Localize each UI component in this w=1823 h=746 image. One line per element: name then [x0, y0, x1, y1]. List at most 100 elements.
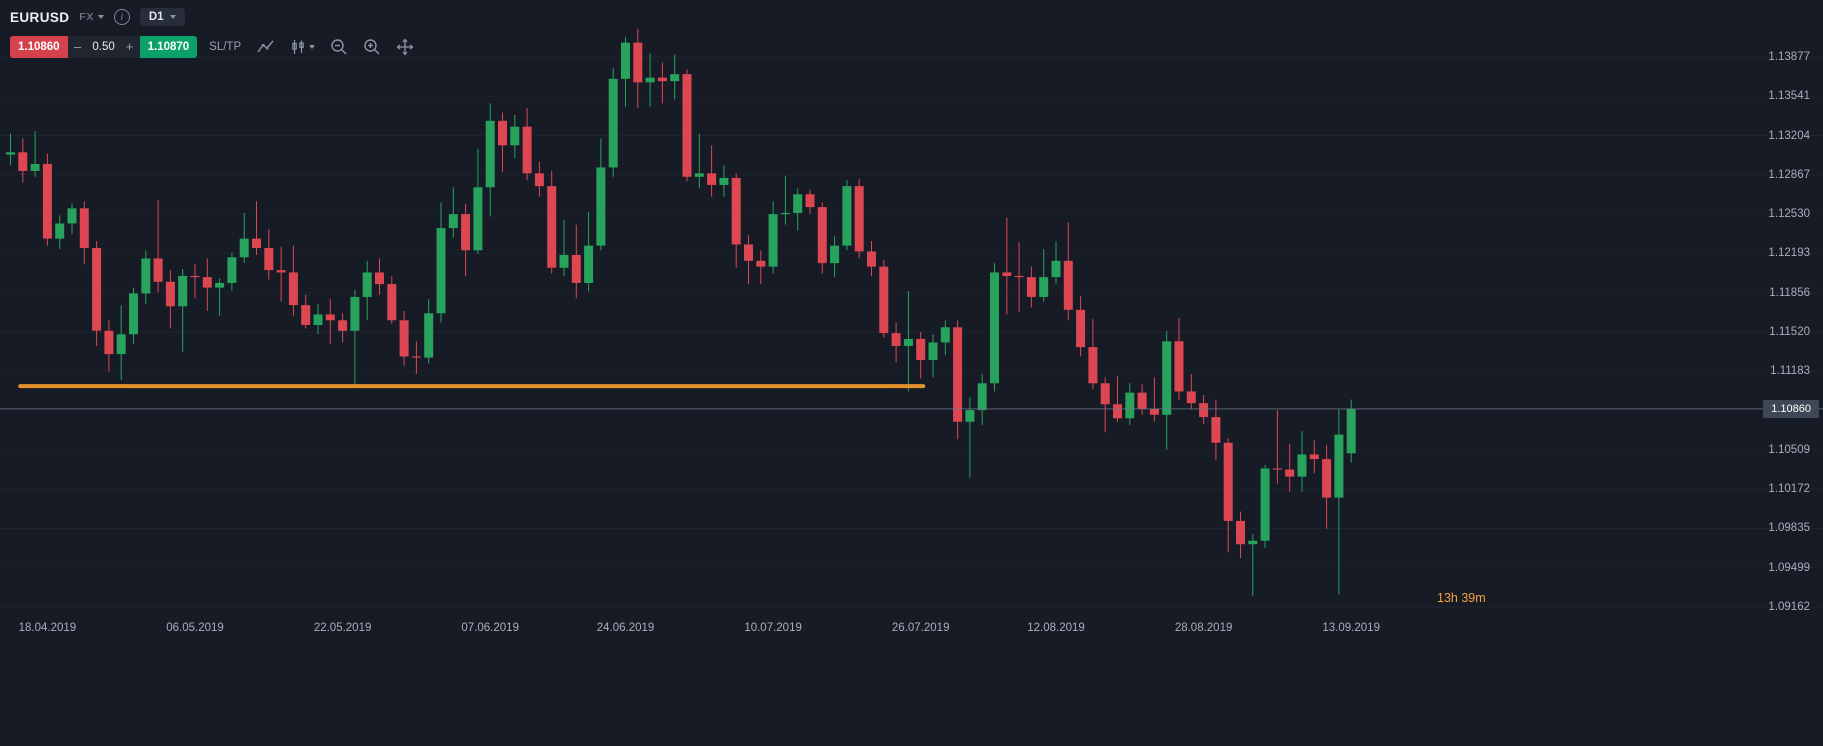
candle-body	[288, 272, 298, 306]
volume-value[interactable]: 0.50	[92, 41, 115, 53]
chevron-down-icon	[309, 45, 316, 49]
candle-body	[879, 266, 889, 334]
candle-body	[756, 260, 766, 267]
candle-body	[30, 163, 40, 171]
candle-body	[1211, 417, 1221, 443]
candle-body	[1113, 404, 1122, 419]
candle-body	[990, 272, 999, 384]
candle-body	[903, 338, 913, 346]
price-axis-label: 1.09499	[1768, 561, 1810, 574]
candle-body	[338, 320, 348, 331]
candle-body	[387, 284, 397, 321]
candle-body	[1223, 442, 1233, 521]
pan-tool-button[interactable]	[396, 38, 414, 56]
candle-countdown: 13h 39m	[1437, 591, 1486, 605]
volume-stepper: – 0.50 +	[67, 36, 140, 58]
price-axis-label: 1.12193	[1768, 247, 1810, 260]
candle-body	[1149, 408, 1159, 415]
candle-body	[399, 320, 409, 357]
volume-increase-button[interactable]: +	[125, 39, 134, 54]
candle-body	[965, 410, 975, 422]
candle-body	[534, 173, 544, 187]
zoom-out-button[interactable]	[330, 38, 348, 56]
zoom-in-button[interactable]	[363, 38, 381, 56]
candle-body	[596, 167, 606, 246]
candle-body	[1063, 260, 1073, 310]
chart-type-button[interactable]	[290, 39, 316, 55]
sell-button[interactable]: 1.10860	[10, 36, 68, 58]
timeframe-dropdown[interactable]: D1	[139, 8, 185, 26]
candle-body	[1076, 309, 1086, 348]
price-axis-label: 1.10172	[1768, 483, 1810, 496]
candle-body	[940, 327, 950, 343]
candle-body	[1026, 277, 1036, 297]
volume-decrease-button[interactable]: –	[73, 39, 82, 54]
price-axis-label: 1.09162	[1768, 601, 1810, 613]
price-axis-label: 1.13541	[1768, 90, 1810, 103]
pan-move-icon	[396, 38, 414, 56]
candle-body	[559, 254, 569, 268]
market-dropdown[interactable]: FX	[79, 11, 104, 23]
candle-body	[42, 163, 52, 239]
candle-body	[817, 207, 827, 264]
chevron-down-icon	[97, 15, 104, 19]
trendline-icon	[257, 40, 274, 53]
trendline-tool-button[interactable]	[257, 39, 275, 55]
horizontal-support-line[interactable]	[18, 384, 926, 389]
candle-body	[313, 314, 323, 325]
date-axis-label: 18.04.2019	[18, 622, 77, 634]
timeframe-label: D1	[148, 11, 164, 23]
candle-body	[1162, 341, 1172, 415]
price-axis-label: 1.09835	[1768, 522, 1810, 535]
candle-body	[780, 212, 790, 215]
candle-body	[571, 254, 581, 283]
candle-body	[6, 152, 15, 155]
candle-body	[67, 208, 77, 224]
candle-body	[1088, 347, 1098, 384]
candlestick-icon	[292, 40, 304, 54]
candle-body	[854, 186, 864, 252]
candle-body	[1260, 468, 1270, 541]
candle-body	[485, 120, 495, 188]
candle-body	[436, 228, 446, 314]
chevron-down-icon	[169, 15, 176, 19]
candle-body	[178, 275, 188, 307]
info-icon[interactable]: i	[113, 9, 130, 25]
candle-body	[719, 177, 729, 185]
candle-body	[1014, 275, 1024, 278]
candle-body	[252, 238, 261, 248]
candle-body	[165, 281, 175, 307]
chart-toolbar	[257, 38, 414, 56]
candle-body	[473, 187, 483, 251]
price-axis-label: 1.11520	[1769, 325, 1810, 338]
chart-topbar: EURUSD FX i D1 1.10860 – 0.50 + 1.10870 …	[10, 6, 414, 58]
sltp-button[interactable]: SL/TP	[209, 41, 242, 53]
candle-body	[793, 194, 803, 213]
candle-body	[116, 334, 126, 355]
current-price-tag: 1.10860	[1763, 399, 1819, 418]
date-axis-label: 10.07.2019	[744, 622, 802, 634]
candle-body	[1051, 260, 1061, 278]
candle-body	[1174, 341, 1184, 392]
candle-body	[830, 245, 840, 264]
candle-body	[92, 247, 102, 331]
candle-body	[842, 186, 852, 246]
candle-body	[768, 214, 778, 267]
date-axis-label: 26.07.2019	[891, 622, 950, 634]
candle-body	[522, 126, 532, 174]
candle-body	[707, 173, 717, 185]
candle-body	[547, 186, 557, 268]
candle-body	[1100, 383, 1110, 405]
price-axis-label: 1.13204	[1768, 129, 1810, 142]
candle-body	[424, 313, 434, 358]
candle-body	[1334, 434, 1344, 498]
candle-body	[141, 258, 151, 294]
price-axis-label: 1.12867	[1768, 168, 1810, 181]
zoom-in-icon	[364, 39, 380, 55]
buy-button[interactable]: 1.10870	[139, 36, 198, 58]
candle-body	[1285, 469, 1295, 477]
candle-body	[1309, 454, 1319, 460]
candle-body	[202, 277, 212, 288]
